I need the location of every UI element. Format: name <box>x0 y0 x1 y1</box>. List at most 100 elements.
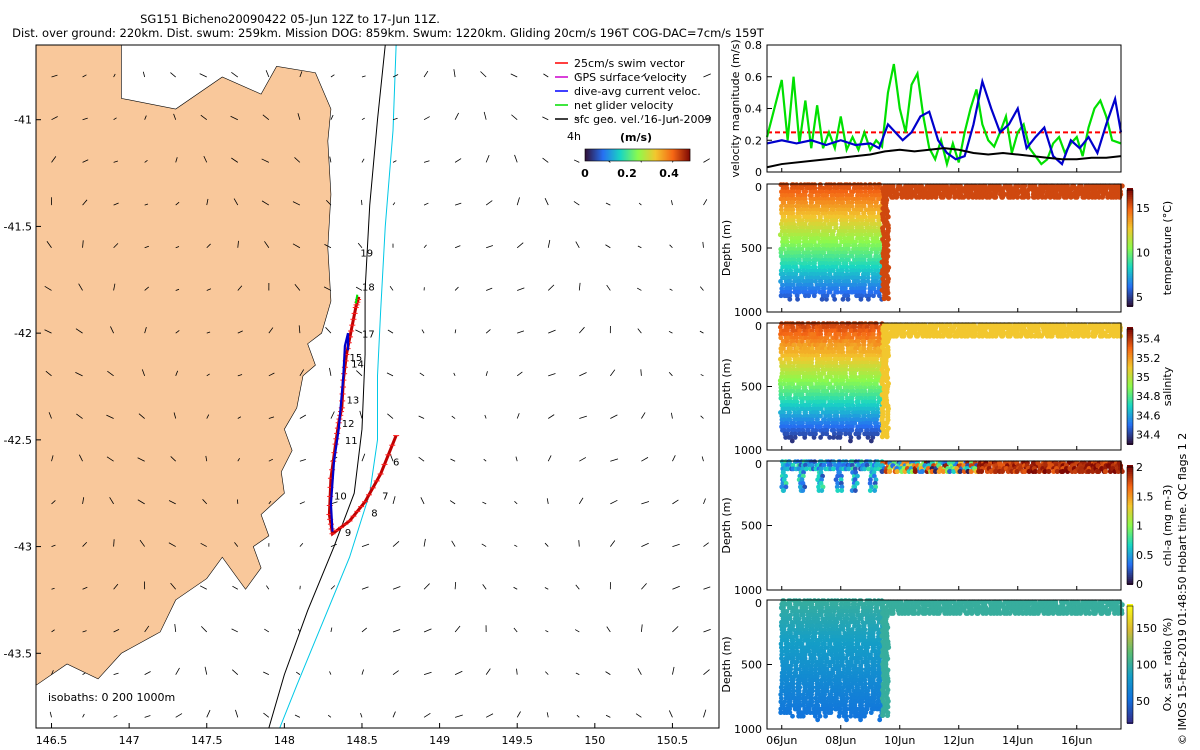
profile-point <box>791 189 796 195</box>
profile-point <box>837 243 843 248</box>
profile-point <box>791 257 797 263</box>
profile-point <box>824 207 830 213</box>
geo-velocity-arrow <box>113 73 116 78</box>
geo-velocity-arrow <box>51 455 54 462</box>
day-label: 13 <box>346 396 359 407</box>
profile-point <box>832 182 837 188</box>
geo-velocity-arrow <box>392 496 396 504</box>
geo-velocity-arrow <box>106 456 114 462</box>
profile-point <box>829 210 835 216</box>
profile-point <box>856 196 862 202</box>
colorbar-cell <box>650 149 652 161</box>
geo-velocity-arrow <box>231 72 239 78</box>
colorbar-cell <box>666 149 668 161</box>
colorbar-tick: 15 <box>1136 202 1150 215</box>
profile-point <box>806 264 812 270</box>
colorbar-cell <box>664 149 666 161</box>
profile-point <box>838 282 844 288</box>
geo-velocity-arrow <box>392 160 397 163</box>
colorbar-cell <box>618 149 620 161</box>
profile-point <box>811 239 817 245</box>
profile-point <box>827 279 833 284</box>
colorbar-cell <box>661 149 663 161</box>
geo-velocity-arrow <box>51 156 57 163</box>
geo-velocity-arrow <box>231 669 239 675</box>
geo-velocity-arrow <box>547 239 551 248</box>
profile-point <box>827 214 833 220</box>
geo-velocity-arrow <box>49 711 52 718</box>
geo-velocity-arrow <box>361 117 365 121</box>
colorbar-cell <box>623 149 625 161</box>
x-tick-label: 148.5 <box>346 734 378 747</box>
profile-point <box>850 286 856 291</box>
profile-point <box>850 250 856 256</box>
geo-velocity-arrow <box>578 497 584 505</box>
colorbar-cell <box>652 149 654 161</box>
profile-point <box>789 236 794 241</box>
legend-entry: GPS surface velocity <box>574 71 687 84</box>
colorbar-cell <box>648 149 650 161</box>
geo-velocity-arrow <box>323 286 332 291</box>
geo-velocity-arrow <box>299 458 306 462</box>
geo-velocity-arrow <box>636 287 642 291</box>
profile-point <box>862 185 868 191</box>
geo-velocity-arrow <box>641 501 650 505</box>
profile-point <box>824 293 830 299</box>
geo-velocity-arrow <box>200 114 207 121</box>
geo-velocity-arrow <box>326 199 332 206</box>
profile-point <box>852 210 858 216</box>
geo-velocity-arrow <box>605 671 611 675</box>
geo-velocity-arrow <box>516 197 520 206</box>
geo-velocity-arrow <box>450 458 456 462</box>
colorbar-cell <box>677 149 679 161</box>
profile-point <box>804 207 810 213</box>
profile-point <box>808 282 814 288</box>
geo-velocity-arrow <box>703 199 708 206</box>
profile-point <box>843 275 848 281</box>
colorbar-cell <box>588 149 590 161</box>
colorbar-cell <box>686 149 688 161</box>
geo-velocity-arrow <box>699 286 704 291</box>
geo-velocity-arrow <box>206 288 212 291</box>
colorbar-cell <box>685 149 687 161</box>
profile-point <box>875 189 881 195</box>
geo-velocity-arrow <box>483 111 487 120</box>
profile-point <box>802 261 808 266</box>
profile-point <box>1085 333 1091 339</box>
geo-velocity-arrow <box>454 581 457 590</box>
colorbar-cell <box>586 149 588 161</box>
geo-velocity-arrow <box>82 74 87 78</box>
colorbar-cell <box>683 149 685 161</box>
profile-point <box>787 289 793 295</box>
depth-ylabel: Depth (m) <box>720 220 733 276</box>
profile-point <box>947 333 953 339</box>
profile-point <box>790 203 796 209</box>
geo-velocity-arrow <box>361 627 368 633</box>
colorbar-tick: 1 <box>1136 520 1143 533</box>
geo-velocity-arrow <box>206 709 211 718</box>
geo-velocity-arrow <box>608 116 611 120</box>
day-label: 12 <box>342 419 355 430</box>
geo-velocity-arrow <box>672 543 680 547</box>
profile-point <box>859 225 865 231</box>
profile-point <box>839 268 845 274</box>
profile-point <box>839 257 845 263</box>
geo-velocity-arrow <box>510 73 518 78</box>
depth-tick-label: 500 <box>741 520 762 533</box>
geo-velocity-arrow <box>175 667 180 675</box>
profile-point <box>793 271 799 277</box>
profile-point <box>872 225 878 231</box>
geo-velocity-arrow <box>389 286 394 291</box>
depth-tick-label: 0 <box>755 320 762 333</box>
profile-point <box>875 431 880 437</box>
profile-point <box>849 253 855 259</box>
profile-point <box>797 279 803 284</box>
profile-point <box>843 218 849 223</box>
profile-point <box>866 257 872 263</box>
profile-point <box>822 268 828 274</box>
profile-point <box>809 279 815 284</box>
profile-point <box>856 275 861 281</box>
geo-velocity-arrow <box>423 538 426 547</box>
profile-point <box>855 250 861 256</box>
geo-velocity-arrow <box>327 714 332 718</box>
